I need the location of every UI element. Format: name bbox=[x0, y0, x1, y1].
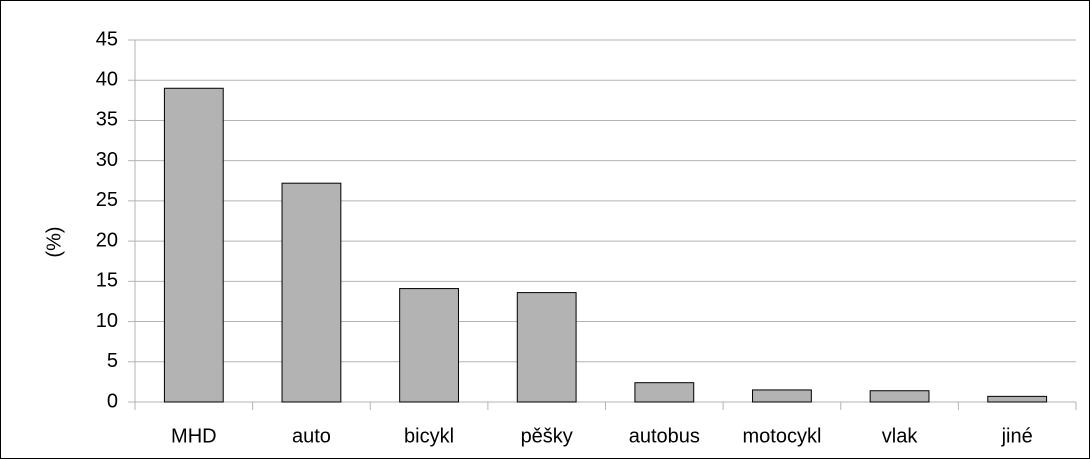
x-tick-label: bicykl bbox=[404, 425, 454, 447]
y-tick-label: 45 bbox=[96, 28, 118, 50]
bar bbox=[281, 182, 342, 403]
y-tick-label: 40 bbox=[96, 69, 118, 91]
x-tick-label: vlak bbox=[882, 425, 919, 447]
bar bbox=[634, 382, 695, 403]
bar bbox=[869, 390, 930, 403]
bar bbox=[752, 389, 812, 403]
y-tick-label: 15 bbox=[96, 270, 118, 292]
y-tick-label: 20 bbox=[96, 229, 118, 251]
x-tick-label: motocykl bbox=[742, 425, 821, 447]
x-tick-label: auto bbox=[292, 425, 331, 447]
bar bbox=[516, 292, 577, 403]
bar bbox=[163, 87, 224, 403]
y-tick-label: 30 bbox=[96, 149, 118, 171]
x-tick-label: pěšky bbox=[521, 425, 573, 447]
y-tick-label: 5 bbox=[107, 350, 118, 372]
x-tick-label: MHD bbox=[171, 425, 217, 447]
y-axis-title: (%) bbox=[43, 226, 65, 257]
bar bbox=[399, 288, 459, 403]
bar bbox=[987, 395, 1048, 403]
y-tick-label: 10 bbox=[96, 310, 118, 332]
y-tick-label: 0 bbox=[107, 390, 118, 412]
y-tick-label: 35 bbox=[96, 109, 118, 131]
x-tick-label: jiné bbox=[1001, 425, 1033, 447]
x-tick-label: autobus bbox=[629, 425, 700, 447]
y-tick-label: 25 bbox=[96, 189, 118, 211]
